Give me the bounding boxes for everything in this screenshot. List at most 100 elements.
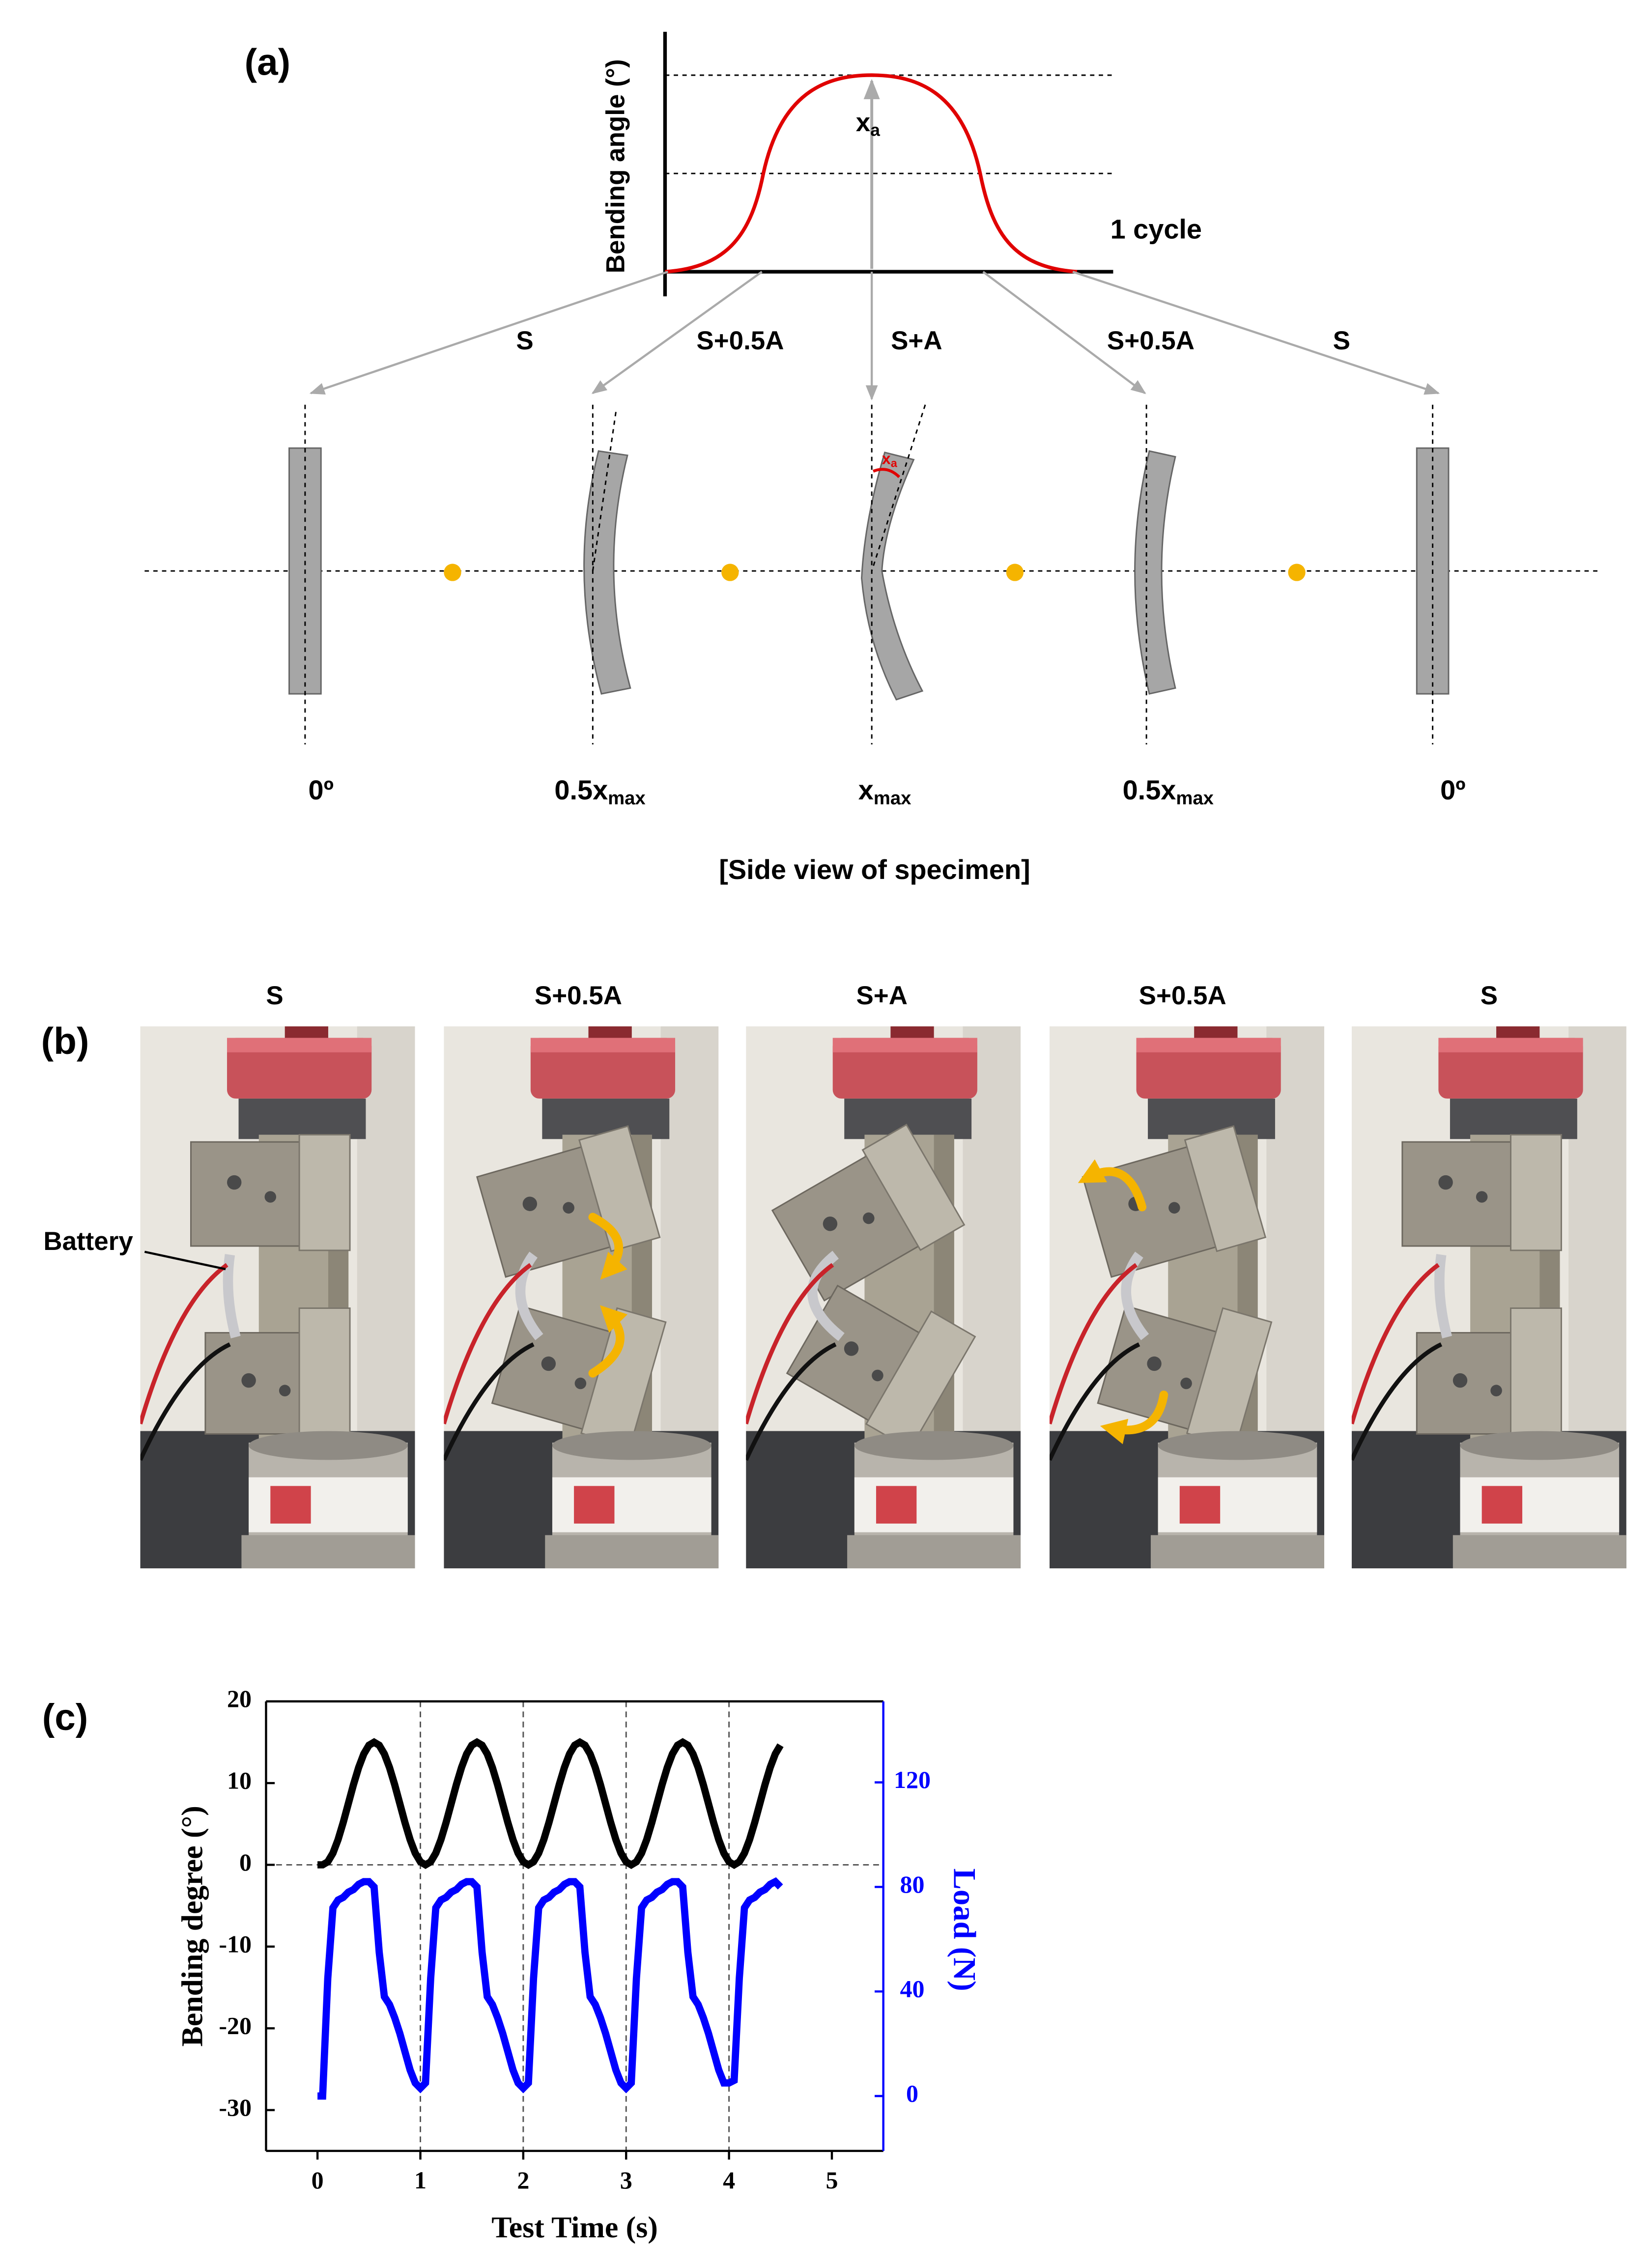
y-tick-label: 0 xyxy=(239,1848,252,1876)
phase-arrow xyxy=(1072,271,1440,395)
logo xyxy=(270,1486,311,1524)
specimen xyxy=(861,452,924,701)
phase-arrow xyxy=(591,271,763,395)
peak-label: xa xyxy=(856,108,880,140)
phase-label: S xyxy=(516,326,533,355)
x-tick-label: 1 xyxy=(414,2166,427,2194)
grip-plate xyxy=(190,1141,308,1247)
panel-a: (a) xa 1 cycle Bending angle (°) S S+0.5… xyxy=(144,31,1598,885)
red-cylinder xyxy=(832,1038,977,1099)
bolt xyxy=(241,1373,256,1388)
lower-grip xyxy=(204,1307,351,1439)
bolt xyxy=(1147,1356,1162,1371)
guide-line xyxy=(592,412,617,571)
x-tick-label: 0 xyxy=(312,2166,324,2194)
photo xyxy=(746,1026,1021,1569)
base-foot xyxy=(545,1535,719,1569)
black-wire xyxy=(140,1342,231,1461)
red-wire xyxy=(1050,1263,1138,1425)
y-axis-label: Bending angle (°) xyxy=(601,59,630,273)
red-wire xyxy=(1351,1263,1440,1425)
red-cylinder-top xyxy=(1136,1038,1281,1052)
bolt xyxy=(1490,1385,1502,1396)
phase-label: S+0.5A xyxy=(1139,981,1226,1010)
upper-grip xyxy=(190,1134,351,1251)
battery-strip xyxy=(1434,1254,1452,1339)
bolt xyxy=(1438,1175,1453,1190)
base-foot xyxy=(241,1535,415,1569)
bolt xyxy=(863,1212,875,1224)
grip-plate xyxy=(1401,1141,1519,1247)
phase-label: S+0.5A xyxy=(535,981,622,1010)
red-cylinder-top xyxy=(1438,1038,1583,1052)
photo-content xyxy=(746,1026,1021,1569)
step-dot xyxy=(1288,564,1306,581)
y-axis-label: Bending degree (°) xyxy=(175,1806,209,2046)
angle-label: 0.5xmax xyxy=(1123,774,1214,809)
base-top xyxy=(1158,1431,1317,1460)
phase-label: S+A xyxy=(856,981,908,1010)
battery-pointer xyxy=(144,1250,226,1271)
grip-jaw xyxy=(298,1307,351,1439)
upper-grip xyxy=(476,1125,661,1278)
grip-jaw xyxy=(1510,1134,1562,1251)
battery-label: Battery xyxy=(43,1227,133,1256)
motion-arrow xyxy=(1078,1159,1147,1212)
red-wire xyxy=(444,1263,532,1425)
phase-arrow xyxy=(982,271,1146,395)
black-wire xyxy=(746,1342,837,1461)
angle-label: 0.5xmax xyxy=(554,774,645,809)
bolt xyxy=(264,1191,277,1203)
step-dot xyxy=(721,564,739,581)
base-foot xyxy=(1452,1535,1626,1569)
base-foot xyxy=(1150,1535,1324,1569)
base-top xyxy=(249,1431,408,1460)
phase-label: S xyxy=(1480,981,1498,1010)
bolt xyxy=(1476,1191,1488,1203)
lower-grip xyxy=(491,1304,667,1448)
base-top xyxy=(854,1431,1014,1460)
logo xyxy=(1179,1486,1221,1524)
black-wire xyxy=(444,1342,535,1461)
base-top xyxy=(552,1431,712,1460)
phase-arrow xyxy=(309,271,669,395)
red-cylinder xyxy=(227,1038,372,1099)
phase-label: S+A xyxy=(891,326,942,355)
black-wire xyxy=(1351,1342,1443,1461)
bolt xyxy=(279,1385,291,1396)
bolt xyxy=(563,1202,574,1214)
step-dot xyxy=(1006,564,1024,581)
logo xyxy=(876,1486,917,1524)
photo-content xyxy=(1050,1026,1324,1569)
specimen xyxy=(583,450,631,695)
motion-arrow xyxy=(588,1213,627,1280)
black-wire xyxy=(1050,1342,1140,1461)
phase-label: S xyxy=(1333,326,1350,355)
angle-label: 0º xyxy=(308,774,333,805)
red-cylinder xyxy=(1136,1038,1281,1099)
angle-label: xmax xyxy=(858,774,911,809)
data-line xyxy=(317,1877,783,2100)
y2-axis-label: Load (N) xyxy=(947,1869,983,1991)
panel-label: (a) xyxy=(245,42,290,84)
red-wire xyxy=(140,1263,228,1425)
grip-jaw xyxy=(1510,1307,1562,1439)
panel-label: (b) xyxy=(41,1020,89,1062)
y2-tick-label: 80 xyxy=(900,1871,925,1898)
grip-jaw xyxy=(861,1123,966,1251)
phase-label: S+0.5A xyxy=(1107,326,1195,355)
red-cylinder xyxy=(530,1038,676,1099)
x-tick-label: 4 xyxy=(723,2166,735,2194)
bolt xyxy=(844,1341,859,1356)
lower-grip xyxy=(1416,1307,1562,1439)
photo xyxy=(1050,1026,1324,1569)
bolt xyxy=(227,1175,242,1190)
panel-label: (c) xyxy=(42,1697,88,1738)
cycle-curve xyxy=(665,73,1078,274)
red-cylinder xyxy=(1438,1038,1583,1099)
y-tick-label: -20 xyxy=(219,2012,252,2040)
guide-line xyxy=(871,404,926,571)
phase-label: S+0.5A xyxy=(696,326,784,355)
